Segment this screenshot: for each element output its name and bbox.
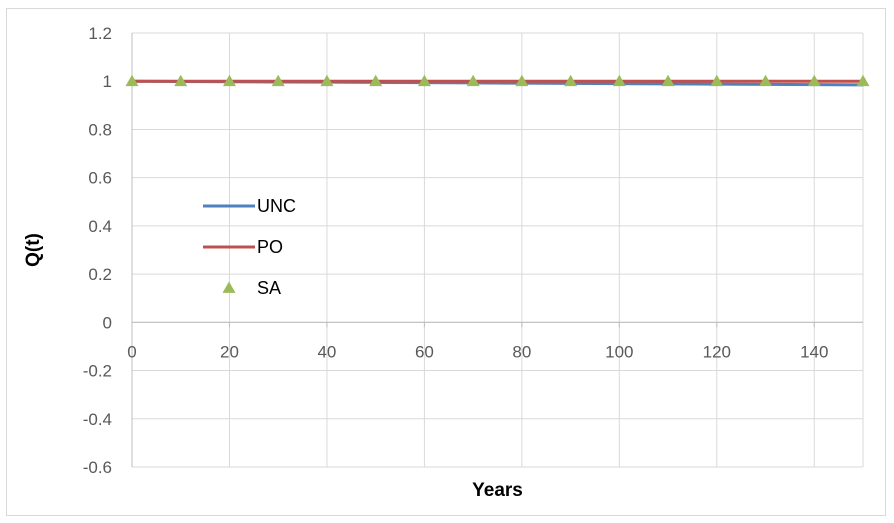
legend-sa-label: SA (257, 278, 281, 298)
x-axis-title: Years (472, 480, 523, 501)
x-tick-label: 60 (415, 342, 434, 361)
chart-frame (6, 8, 886, 516)
series-sa-point (271, 74, 285, 87)
series-sa-point (320, 74, 334, 87)
series-sa-point (759, 74, 773, 87)
series-sa-point (174, 74, 188, 87)
y-tick-label: 0.2 (88, 265, 112, 284)
x-tick-label: 40 (317, 342, 336, 361)
series-sa-point (515, 74, 529, 87)
legend-po-label: PO (257, 237, 283, 257)
x-tick-label: 140 (800, 342, 828, 361)
y-tick-label: 0.6 (88, 169, 112, 188)
series-sa-point (222, 74, 236, 87)
series-layer (125, 74, 870, 87)
series-sa-point (612, 74, 626, 87)
x-tick-label: 100 (605, 342, 633, 361)
series-sa-point (807, 74, 821, 87)
series-sa-point (369, 74, 383, 87)
y-tick-label: -0.2 (83, 362, 112, 381)
x-tick-label: 20 (220, 342, 239, 361)
y-tick-label: -0.4 (83, 410, 112, 429)
gridlines (131, 32, 864, 468)
legend-sa-swatch (222, 281, 236, 293)
legend-unc-label: UNC (257, 196, 296, 216)
x-tick-label: 0 (127, 342, 136, 361)
series-sa-point (710, 74, 724, 87)
series-sa-point (125, 74, 139, 87)
y-tick-label: 0.8 (88, 120, 112, 139)
series-sa-point (856, 74, 870, 87)
series-sa-point (564, 74, 578, 87)
y-axis-title: Q(t) (23, 233, 44, 267)
y-tick-label: 0 (103, 313, 112, 332)
x-tick-label: 80 (512, 342, 531, 361)
x-tick-label: 120 (703, 342, 731, 361)
y-tick-label: 1 (103, 72, 112, 91)
series-sa-point (417, 74, 431, 87)
series-sa-point (661, 74, 675, 87)
legend: UNC PO SA (203, 196, 296, 298)
y-tick-label: 0.4 (88, 217, 112, 236)
y-tick-label: -0.6 (83, 458, 112, 477)
series-sa-point (466, 74, 480, 87)
tick-labels: -0.6 -0.4 -0.2 0 0.2 0.4 0.6 0.8 1 1.2 0 20 40 60 80 10… (83, 24, 829, 477)
y-tick-label: 1.2 (88, 24, 112, 43)
